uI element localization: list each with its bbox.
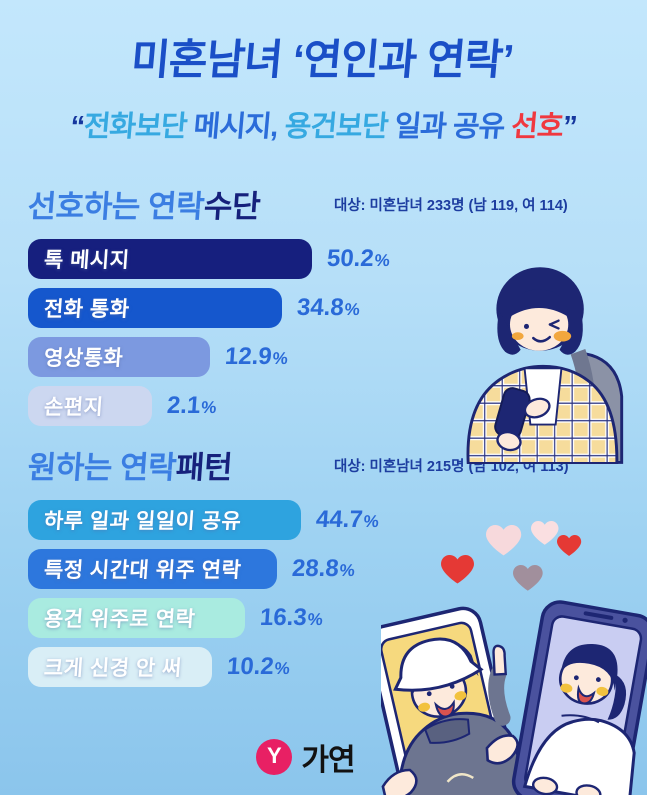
bar-row: 크게 신경 안 써 10.2% (28, 647, 628, 687)
gayeon-logo-circle: Y (256, 739, 293, 775)
bar: 특정 시간대 위주 연락 (28, 549, 277, 589)
section-preferred-contact-method: 선호하는 연락수단 대상: 미혼남녀 233명 (남 119, 여 114) 톡… (26, 181, 628, 435)
bar-row: 용건 위주로 연락 16.3% (28, 598, 628, 638)
sample-note: 대상: 미혼남녀 233명 (남 119, 여 114) (334, 198, 568, 214)
couple-video-call-illustration (381, 521, 647, 795)
bar-value: 2.1% (166, 392, 218, 419)
subtitle-segment: 일과 공유 (393, 111, 513, 143)
phone-right (511, 600, 647, 795)
bar-value: 50.2% (326, 245, 391, 272)
hearts-icon (441, 521, 582, 591)
subtitle-segment: 메시지, (192, 111, 287, 143)
phone-left (381, 606, 536, 795)
bar-row: 특정 시간대 위주 연락 28.8% (28, 549, 628, 589)
bar-label: 톡 메시지 (43, 249, 131, 272)
woman-in-phone (522, 644, 636, 795)
subtitle-segment: 용건보단 (283, 111, 396, 143)
bar-value: 16.3% (259, 604, 324, 631)
phone-in-hands (494, 387, 551, 452)
bar-value: 12.9% (224, 343, 289, 370)
bar-row: 손편지 2.1% (28, 386, 628, 426)
bar: 용건 위주로 연락 (28, 598, 245, 638)
woman-head (496, 267, 584, 355)
bar: 손편지 (28, 386, 152, 426)
section-title-segment: 선호하는 연락 (26, 189, 206, 224)
bar: 전화 통화 (28, 288, 282, 328)
bar-label: 하루 일과 일일이 공유 (43, 510, 243, 533)
section-title-segment: 수단 (202, 189, 262, 224)
section-title: 선호하는 연락수단 (26, 181, 262, 226)
logo-y-icon: Y (267, 743, 282, 768)
bar: 하루 일과 일일이 공유 (28, 500, 301, 540)
bar-row: 톡 메시지 50.2% (28, 239, 628, 279)
bar-row: 영상통화 12.9% (28, 337, 628, 377)
page-title: 미혼남녀 ‘연인과 연락’ (129, 36, 515, 83)
bar: 크게 신경 안 써 (28, 647, 212, 687)
man-in-phone (381, 637, 536, 795)
bar-label: 영상통화 (43, 347, 124, 370)
bar-chart: 하루 일과 일일이 공유 44.7% 특정 시간대 위주 연락 28.8% 용건 위주로… (28, 500, 628, 687)
bar-row: 하루 일과 일일이 공유 44.7% (28, 500, 628, 540)
gayeon-logo: Y 가연 (0, 735, 629, 779)
subtitle-segment: 선호 (509, 111, 565, 143)
bar-value: 10.2% (226, 653, 291, 680)
section-desired-contact-pattern: 원하는 연락패턴 대상: 미혼남녀 215명 (남 102, 여 113) 하루… (26, 442, 628, 696)
bar-value: 44.7% (315, 506, 380, 533)
bar-label: 특정 시간대 위주 연락 (43, 559, 243, 582)
bar-value: 34.8% (296, 294, 361, 321)
page-subtitle: “전화보단 메시지, 용건보단 일과 공유 선호” (0, 103, 647, 145)
section-title: 원하는 연락패턴 (26, 442, 234, 487)
bar-label: 용건 위주로 연락 (43, 608, 197, 631)
bar-label: 크게 신경 안 써 (43, 657, 183, 680)
bar-label: 손편지 (43, 396, 105, 419)
logo-text: 가연 (301, 744, 355, 777)
bar: 톡 메시지 (28, 239, 312, 279)
woman-with-phone-illustration (466, 267, 624, 464)
bar-chart: 톡 메시지 50.2% 전화 통화 34.8% 영상통화 12.9% 손편지 2.1% (28, 239, 628, 426)
bar: 영상통화 (28, 337, 210, 377)
bar-row: 전화 통화 34.8% (28, 288, 628, 328)
subtitle-segment: ” (561, 111, 578, 143)
subtitle-segment: 전화보단 (82, 111, 195, 143)
section-title-segment: 패턴 (174, 450, 234, 485)
section-title-segment: 원하는 연락 (26, 450, 178, 485)
bar-label: 전화 통화 (43, 298, 131, 321)
bar-value: 28.8% (291, 555, 356, 582)
